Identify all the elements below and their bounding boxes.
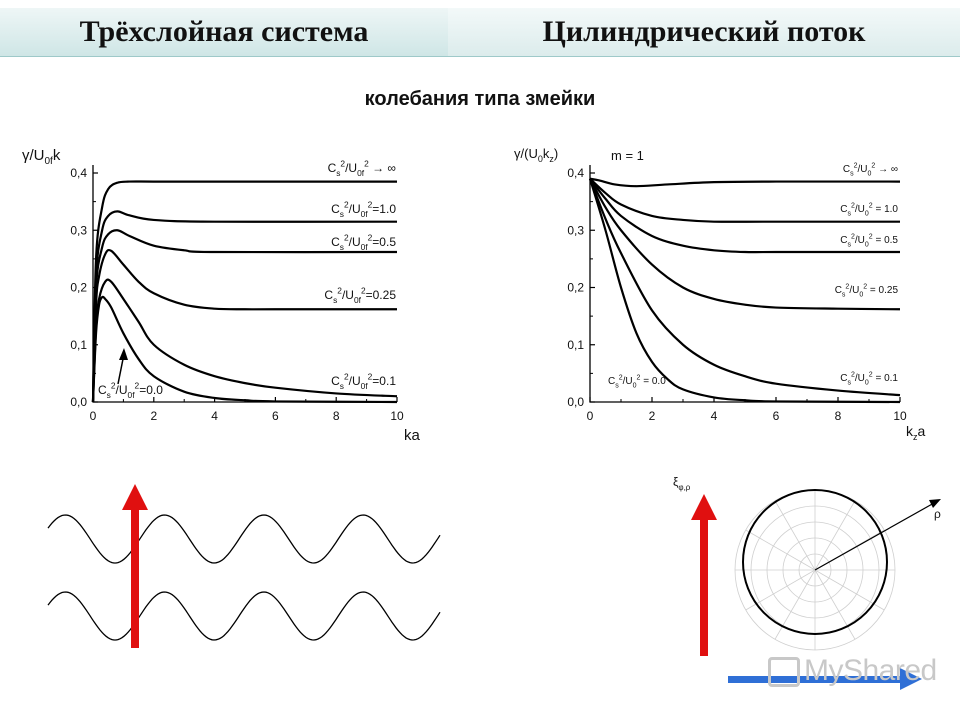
polar-spoke <box>745 529 816 571</box>
series-label-3: Cs2/U02 = 0.25 <box>835 284 899 299</box>
blue-arrow-shaft <box>728 676 908 683</box>
annotation-m: m = 1 <box>611 148 644 163</box>
x-tick-label: 6 <box>773 409 780 423</box>
y-tick-label: 0,1 <box>70 338 87 352</box>
x-tick-label: 0 <box>90 409 97 423</box>
series-label-5: Cs2/U02 = 0.0 <box>608 375 666 390</box>
pointer-arrow-head <box>119 348 128 360</box>
blue-arrow-head <box>900 668 922 690</box>
polar-spoke <box>774 569 816 640</box>
y-tick-label: 0,4 <box>567 166 584 180</box>
polar-spoke <box>814 500 856 571</box>
tab-three-layer-system[interactable]: Трёхслойная система <box>0 8 448 57</box>
x-axis-label: ka <box>404 427 421 444</box>
series-line-3 <box>91 248 397 403</box>
slide-subtitle: колебания типа змейки <box>364 88 596 110</box>
x-tick-label: 10 <box>390 409 404 423</box>
x-tick-label: 6 <box>272 409 279 423</box>
series-label-0: Cs2/U02 → ∞ <box>843 163 898 178</box>
series-line-1 <box>589 177 900 223</box>
x-tick-label: 0 <box>587 409 594 423</box>
x-tick-label: 4 <box>211 409 218 423</box>
polar-spoke <box>745 569 816 611</box>
series-label-2: Cs2/U0f2=0.5 <box>331 233 396 253</box>
series-label-1: Cs2/U02 = 1.0 <box>840 203 898 218</box>
watermark-logo: MyShared <box>768 654 937 688</box>
red-arrow-shaft <box>131 508 139 648</box>
x-tick-label: 2 <box>649 409 656 423</box>
polar-spoke <box>814 569 856 640</box>
tab-cylindrical-flow[interactable]: Цилиндрический поток <box>448 8 960 57</box>
x-tick-label: 8 <box>835 409 842 423</box>
x-tick-label: 4 <box>711 409 718 423</box>
red-arrow-head <box>122 484 148 510</box>
series-line-3 <box>589 178 901 311</box>
y-tick-label: 0,1 <box>567 338 584 352</box>
polar-mode-circle <box>742 489 888 635</box>
y-tick-label: 0,3 <box>70 223 87 237</box>
y-tick-label: 0,3 <box>567 223 584 237</box>
red-arrow-shaft <box>700 516 708 656</box>
series-label-4: Cs2/U02 = 0.1 <box>840 372 898 387</box>
radial-vector <box>814 502 935 571</box>
polar-spoke <box>814 569 885 611</box>
series-label-0: Cs2/U0f2 → ∞ <box>328 159 396 179</box>
y-tick-label: 0,2 <box>567 281 584 295</box>
y-tick-label: 0,0 <box>567 395 584 409</box>
series-line-0 <box>589 177 901 188</box>
x-tick-label: 2 <box>150 409 157 423</box>
series-line-5 <box>91 295 398 404</box>
series-label-5: Cs2/U0f2=0.0 <box>98 381 163 401</box>
red-arrow-head <box>691 494 717 520</box>
series-line-4 <box>588 178 901 397</box>
series-line-4 <box>91 278 398 403</box>
y-tick-label: 0,2 <box>70 281 87 295</box>
upper-wave <box>47 514 441 564</box>
series-label-3: Cs2/U0f2=0.25 <box>324 286 396 306</box>
y-tick-label: 0,4 <box>70 166 87 180</box>
series-line-2 <box>91 229 398 403</box>
series-line-2 <box>589 178 900 254</box>
radial-vector-head <box>929 499 941 508</box>
x-axis-label: kza <box>906 423 926 442</box>
polar-y-label: ξφ,ρ <box>673 475 691 492</box>
watermark-icon <box>768 657 800 688</box>
lower-wave <box>47 591 441 641</box>
x-tick-label: 10 <box>893 409 907 423</box>
radial-label: ρ <box>934 507 941 521</box>
y-axis-label: γ/(U0kz) <box>514 146 558 164</box>
y-tick-label: 0,0 <box>70 395 87 409</box>
series-label-2: Cs2/U02 = 0.5 <box>840 234 898 249</box>
series-label-1: Cs2/U0f2=1.0 <box>331 200 396 220</box>
x-tick-label: 8 <box>333 409 340 423</box>
series-line-5 <box>588 178 901 404</box>
series-label-4: Cs2/U0f2=0.1 <box>331 372 396 392</box>
series-line-0 <box>91 180 397 403</box>
polar-spoke <box>774 500 816 571</box>
